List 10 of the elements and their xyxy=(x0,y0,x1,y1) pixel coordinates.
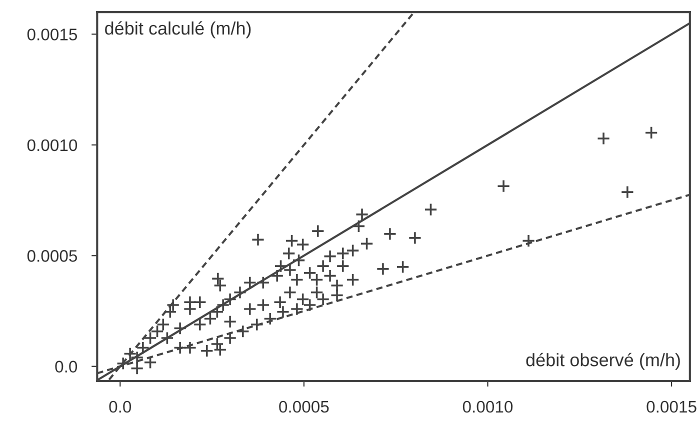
x-tick-label: 0.0005 xyxy=(279,400,329,413)
x-tick-label: 0.0015 xyxy=(646,400,696,413)
y-tick-label: 0.0005 xyxy=(27,250,78,262)
y-tick-label: 0.0015 xyxy=(27,28,78,40)
x-axis-title: débit observé (m/h) xyxy=(526,352,680,370)
y-tick-label: 0.0 xyxy=(55,360,78,373)
x-tick-label: 0.0010 xyxy=(462,400,513,413)
y-tick-label: 0.0010 xyxy=(27,139,78,152)
x-tick-label: 0.0 xyxy=(109,400,132,413)
y-axis-title: débit calculé (m/h) xyxy=(105,21,251,38)
